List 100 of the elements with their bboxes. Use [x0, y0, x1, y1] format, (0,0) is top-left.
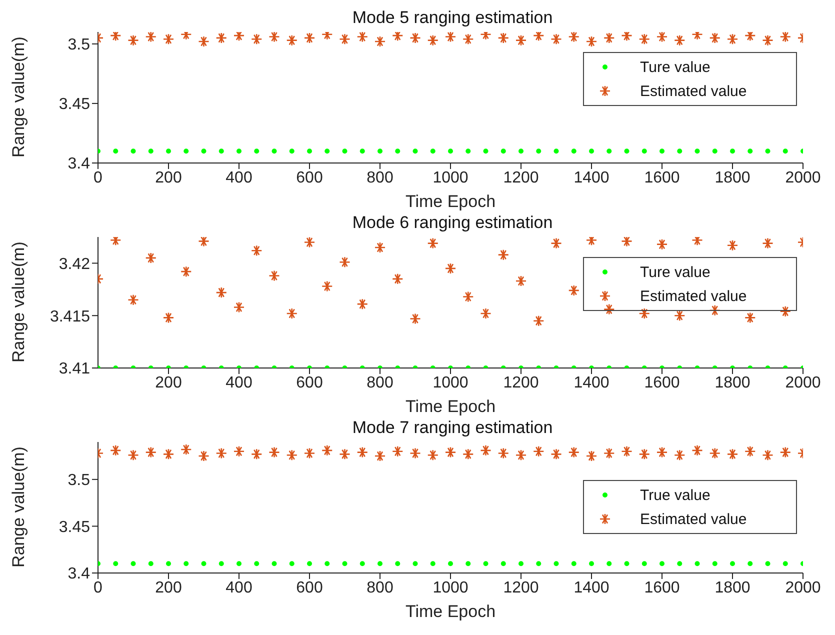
point	[324, 561, 330, 566]
point	[130, 561, 136, 566]
point	[448, 561, 453, 566]
point	[480, 308, 492, 320]
point	[395, 148, 400, 154]
point	[250, 448, 262, 460]
point	[430, 148, 436, 154]
point	[289, 148, 294, 154]
point	[762, 449, 774, 461]
point	[162, 312, 174, 324]
point	[444, 446, 456, 458]
point	[250, 33, 262, 45]
x-tick-label: 1400	[574, 169, 610, 186]
point	[782, 561, 788, 566]
y-tick-label: 3.45	[58, 96, 90, 114]
point	[712, 561, 718, 566]
point	[430, 561, 436, 566]
point	[216, 286, 228, 298]
point	[498, 32, 510, 44]
point	[483, 148, 488, 154]
point	[762, 238, 774, 249]
point	[448, 148, 453, 154]
point	[444, 32, 456, 42]
x-tick-label: 200	[155, 169, 182, 186]
point	[184, 148, 189, 154]
point	[642, 148, 647, 154]
point	[515, 275, 527, 287]
x-tick-label: 600	[296, 169, 323, 186]
point	[518, 148, 524, 154]
legend-label: Estimated value	[640, 288, 747, 304]
point	[726, 448, 738, 460]
point	[765, 148, 770, 154]
point	[378, 561, 382, 566]
point	[730, 148, 735, 154]
point	[198, 237, 210, 247]
x-tick-label: 1000	[432, 169, 468, 186]
point	[254, 148, 260, 154]
point	[586, 237, 598, 246]
point	[674, 34, 686, 46]
point	[427, 34, 439, 46]
point	[198, 450, 210, 462]
point	[198, 36, 210, 48]
point	[201, 148, 206, 154]
legend-label: Estimated value	[640, 82, 747, 100]
point	[726, 240, 738, 252]
point	[145, 32, 157, 42]
legend-label: Estimated value	[640, 510, 747, 528]
point	[532, 446, 544, 458]
x-tick-label: 200	[155, 374, 182, 392]
point	[286, 34, 298, 46]
x-axis-title: Time Epoch	[405, 602, 496, 621]
y-tick-label: 3.5	[68, 472, 90, 490]
point	[480, 444, 492, 456]
x-tick-label: 400	[226, 169, 252, 186]
point	[621, 237, 632, 247]
point	[603, 32, 615, 44]
point	[638, 308, 650, 320]
point	[571, 148, 576, 154]
point	[586, 36, 598, 48]
point	[780, 32, 792, 42]
x-tick-label: 1200	[503, 169, 539, 186]
point	[677, 561, 682, 566]
point	[268, 270, 280, 282]
point	[550, 238, 562, 249]
point	[462, 291, 474, 302]
point	[307, 561, 312, 566]
y-tick-label: 3.4	[68, 156, 90, 173]
x-tick-label: 0	[94, 579, 103, 596]
point	[709, 448, 721, 459]
point	[726, 33, 738, 45]
point	[218, 148, 224, 154]
point	[218, 561, 224, 566]
point	[466, 148, 471, 154]
y-axis-title: Range value(m)	[9, 36, 28, 158]
point	[466, 561, 471, 566]
point	[268, 446, 280, 458]
point	[374, 242, 386, 254]
point	[674, 449, 686, 461]
point	[568, 32, 580, 42]
point	[360, 561, 365, 566]
point	[606, 561, 612, 566]
point	[765, 561, 770, 566]
x-tick-label: 800	[366, 579, 394, 596]
point	[113, 148, 118, 154]
point	[128, 34, 139, 46]
point	[709, 304, 721, 316]
point	[395, 561, 400, 566]
y-tick-label: 3.41	[58, 360, 90, 378]
x-tick-label: 2000	[785, 374, 821, 392]
point	[356, 32, 368, 42]
point	[744, 32, 756, 42]
point	[216, 32, 228, 44]
x-tick-label: 1200	[503, 579, 539, 596]
x-tick-label: 1600	[644, 169, 680, 186]
y-axis-title: Range value(m)	[9, 242, 28, 362]
point	[606, 148, 612, 154]
point	[272, 561, 277, 566]
point	[730, 561, 735, 566]
x-tick-label: 1000	[432, 579, 468, 596]
point	[586, 450, 598, 462]
